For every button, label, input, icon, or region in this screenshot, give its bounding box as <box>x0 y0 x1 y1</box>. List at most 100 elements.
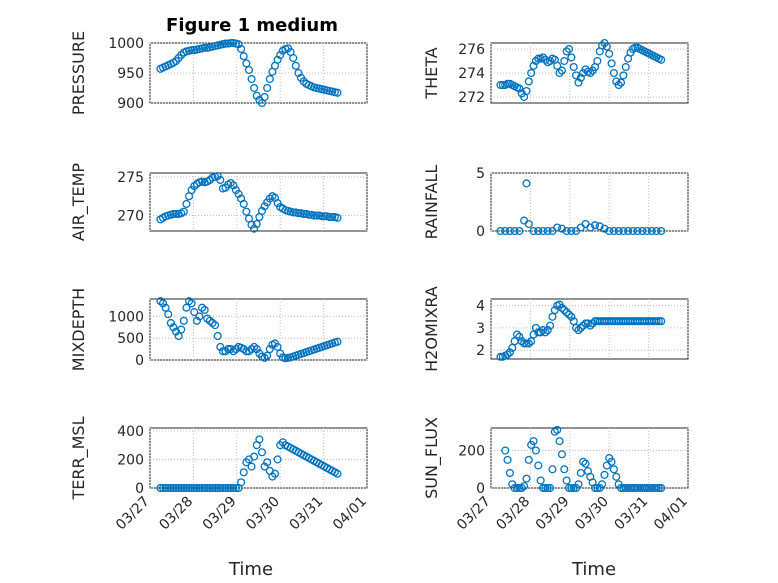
data-point <box>546 56 555 66</box>
data-point <box>501 226 510 236</box>
data-point <box>260 92 269 102</box>
data-point <box>531 446 540 455</box>
x-axis-label-right: Time <box>571 559 616 580</box>
x-tick-label: 03/29 <box>200 494 240 534</box>
data-point <box>515 483 524 493</box>
data-point <box>654 317 663 326</box>
data-point <box>333 213 342 222</box>
data-point <box>657 317 666 326</box>
data-point <box>567 483 576 493</box>
data-point <box>239 52 248 61</box>
y-axis-label: AIR_TEMP <box>69 163 89 241</box>
data-point <box>205 483 214 493</box>
data-point <box>586 68 595 78</box>
data-point <box>602 42 611 51</box>
data-point <box>605 226 614 236</box>
data-point <box>263 83 272 93</box>
y-axis-label: TERR_MSL <box>69 416 89 500</box>
data-point <box>517 483 526 493</box>
subplot-2: 272 274 276 THETA <box>422 38 689 106</box>
data-point <box>543 483 552 493</box>
data-point <box>657 226 666 236</box>
y-axis-label: MIXDEPTH <box>69 288 88 371</box>
data-point <box>657 55 666 64</box>
data-point <box>310 211 319 220</box>
subplot-6: 2 3 4 H2OMIXRA <box>422 286 689 372</box>
data-point <box>158 299 168 308</box>
data-point <box>208 483 217 493</box>
data-point <box>273 455 282 464</box>
data-point <box>187 483 196 493</box>
y-tick-label: 500 <box>117 331 144 347</box>
data-point <box>226 483 235 493</box>
data-point <box>520 339 529 348</box>
y-tick-label: 0 <box>135 481 144 497</box>
data-point <box>187 46 196 55</box>
data-point <box>161 303 170 312</box>
data-point <box>562 226 571 236</box>
data-point <box>161 483 170 493</box>
subplot-7: 0 200 400 TERR_MSL 03/27 03/28 03/29 03/30 03/31… <box>69 416 370 533</box>
y-tick-label: 0 <box>476 481 485 497</box>
data-point <box>203 483 212 493</box>
data-point <box>531 323 540 332</box>
y-tick-label: 2 <box>476 343 485 359</box>
data-point <box>652 483 661 493</box>
data-point <box>190 308 199 317</box>
data-point <box>244 65 254 75</box>
data-point <box>569 62 578 72</box>
data-point <box>531 56 540 66</box>
data-point <box>198 483 207 493</box>
data-point <box>543 326 552 335</box>
data-point <box>503 455 512 464</box>
data-point <box>221 483 230 493</box>
y-axis-label: THETA <box>422 47 441 99</box>
data-point <box>216 483 225 493</box>
data-point <box>229 483 238 493</box>
data-point <box>226 38 235 48</box>
data-point <box>560 465 569 474</box>
data-point <box>538 53 548 62</box>
data-point <box>166 318 175 328</box>
data-point <box>586 321 595 330</box>
data-point <box>211 321 220 330</box>
data-point <box>291 61 300 70</box>
figure-title: Figure 1 medium <box>166 15 338 36</box>
y-tick-label: 0 <box>135 353 144 369</box>
data-point <box>536 476 545 485</box>
data-point <box>567 312 576 321</box>
data-point <box>224 345 233 354</box>
data-point <box>265 194 274 203</box>
data-point <box>213 483 222 493</box>
data-point <box>609 68 618 78</box>
y-tick-label: 272 <box>458 90 485 106</box>
data-point <box>524 339 533 348</box>
data-point <box>252 91 261 100</box>
x-tick-label: 04/01 <box>330 494 370 534</box>
y-tick-label: 1000 <box>108 36 144 52</box>
data-point <box>529 437 538 446</box>
data-point <box>289 208 298 217</box>
data-point <box>325 213 334 222</box>
data-point <box>557 450 566 459</box>
data-point <box>239 468 248 477</box>
data-point <box>541 328 550 337</box>
y-tick-label: 1000 <box>108 309 144 325</box>
x-tick-label: 03/30 <box>243 494 283 534</box>
data-point <box>605 49 614 58</box>
data-point <box>496 226 505 236</box>
data-point <box>647 226 656 236</box>
data-point <box>522 474 531 483</box>
data-point <box>195 312 204 321</box>
data-point <box>237 44 246 54</box>
data-point <box>574 480 583 489</box>
data-point <box>614 80 623 90</box>
data-point <box>515 226 524 236</box>
data-point <box>218 347 227 356</box>
x-tick-label: 03/30 <box>572 494 612 534</box>
data-point <box>166 483 175 493</box>
data-point <box>328 213 337 222</box>
data-point <box>216 175 225 185</box>
data-point <box>638 226 647 236</box>
